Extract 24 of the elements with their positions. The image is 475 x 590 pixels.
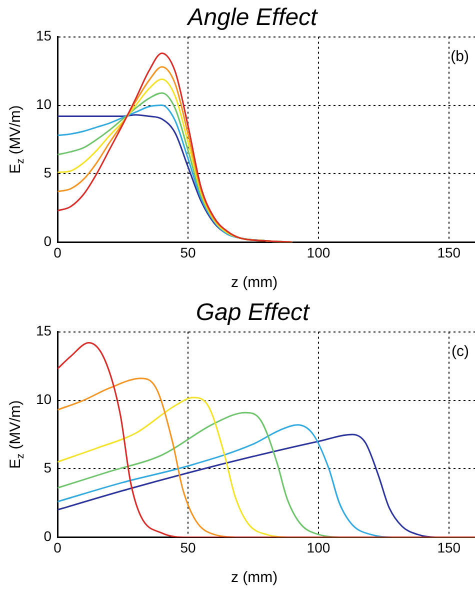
x-tick-label: 50 [180,539,196,556]
y-axis-title: Ez (MV/m) [7,400,26,469]
annotation: (b) [450,48,469,65]
x-tick-label: 150 [437,539,461,556]
chart-title: Gap Effect [196,299,311,326]
x-tick-label: 50 [180,244,196,260]
y-axis-title: Ez (MV/m) [7,105,26,174]
y-tick-label: 10 [36,96,52,112]
annotation: (c) [452,342,469,360]
y-tick-label: 0 [44,233,52,250]
x-tick-label: 100 [306,539,330,556]
x-tick-label: 100 [306,244,330,260]
x-tick-label: 0 [54,244,62,260]
x-axis-title: z (mm) [230,569,278,586]
y-tick-label: 15 [36,322,52,339]
y-tick-label: 0 [44,528,52,544]
y-tick-label: 5 [44,164,52,181]
x-tick-label: 0 [54,539,62,556]
y-tick-label: 10 [36,391,52,408]
y-tick-label: 5 [44,460,52,476]
y-tick-label: 15 [36,28,52,44]
x-axis-title: z (mm) [230,274,278,292]
x-tick-label: 150 [437,244,461,260]
chart-title: Angle Effect [186,4,319,32]
